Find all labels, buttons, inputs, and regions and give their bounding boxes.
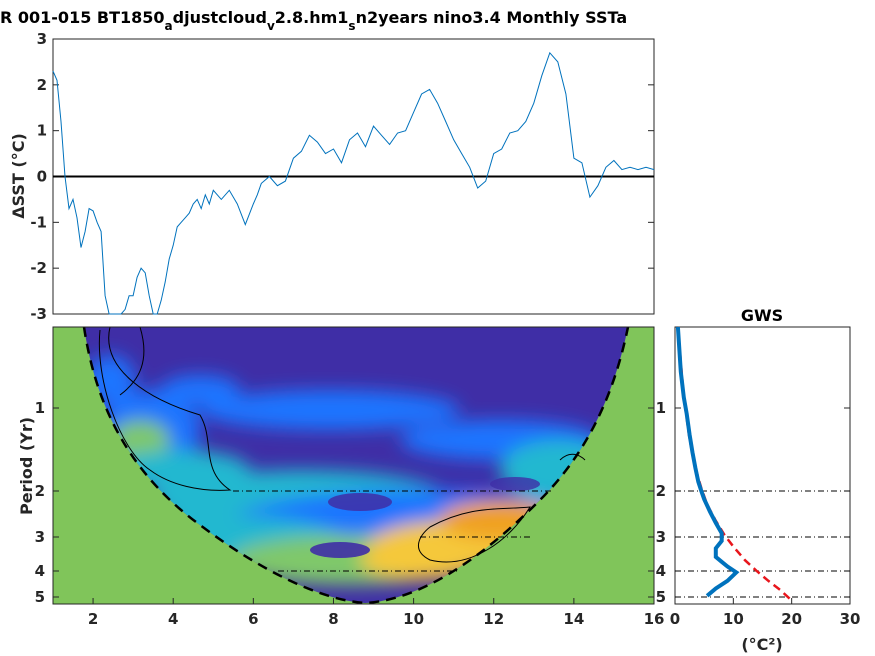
x-tick-label: 12 [483,610,504,628]
x-tick-label: 10 [723,610,744,628]
significance-contour [98,326,232,491]
wavelet-y-label: Period (Yr) [17,417,36,515]
x-tick-label: 2 [88,610,98,628]
significance-contour [418,506,531,563]
y-tick-label: 3 [37,30,47,48]
significance-contour [559,453,586,461]
y-tick-label: 5 [35,588,45,606]
y-tick-label: 4 [656,562,666,580]
y-tick-label: 2 [35,482,45,500]
x-tick-label: 30 [840,610,861,628]
y-tick-label: 4 [35,562,45,580]
y-tick-label: 1 [656,399,666,417]
x-tick-label: 14 [563,610,584,628]
x-tick-label: 8 [328,610,338,628]
x-tick-label: 0 [670,610,680,628]
figure-title: R 001-015 BT1850adjustcloudv2.8.hm1sn2ye… [0,8,627,33]
sst-anomaly-line [52,51,655,315]
gws-reference-lines [675,490,850,598]
y-tick-label: 3 [656,528,666,546]
y-tick-label: 3 [35,528,45,546]
x-tick-label: 6 [248,610,258,628]
x-tick-label: 16 [644,610,665,628]
wavelet-y-ticks: 1 2 3 4 5 [35,399,654,606]
y-tick-label: -2 [30,259,47,277]
timeseries-y-label: ΔSST (°C) [9,133,28,219]
y-tick-label: -3 [30,305,47,323]
gws-x-label: (°C²) [741,635,782,654]
x-tick-label: 10 [403,610,424,628]
wavelet-axes-box [52,326,655,605]
y-tick-label: 1 [37,122,47,140]
wavelet-x-ticks: 2 4 6 8 10 12 14 16 [88,598,665,628]
y-tick-label: 5 [656,588,666,606]
period-reference-lines [233,490,554,572]
x-tick-label: 4 [168,610,178,628]
timeseries-panel: 3 2 1 0 -1 -2 -3 ΔSST (°C) [9,30,655,323]
x-tick-label: 20 [781,610,802,628]
y-tick-label: 1 [35,399,45,417]
y-tick-label: 2 [656,482,666,500]
gws-panel: GWS 1 2 3 4 5 0 10 20 30 (°C²) [656,306,861,654]
significance-contour [119,326,145,396]
gws-x-ticks: 0 10 20 30 [670,598,861,628]
y-tick-label: 0 [37,168,47,186]
y-tick-label: 2 [37,76,47,94]
gws-axes-box [674,326,851,605]
gws-title: GWS [741,306,783,325]
cone-of-influence [82,326,630,605]
y-tick-label: -1 [30,213,47,231]
gws-spectrum-line [675,326,740,598]
